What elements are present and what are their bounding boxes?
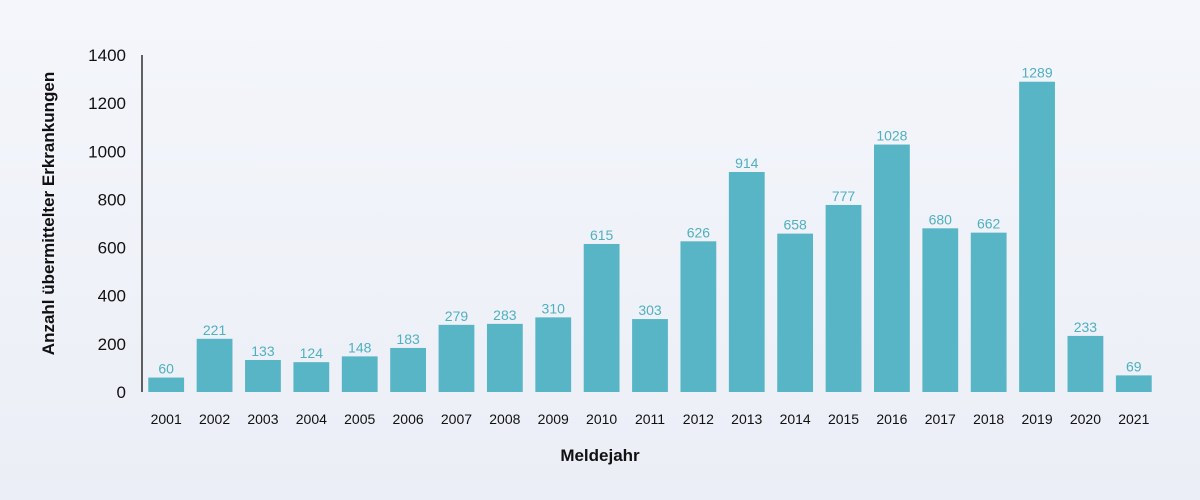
y-tick-label: 800 [98,190,126,209]
x-tick-label: 2008 [489,411,520,427]
data-labels-group: 60 221 133 124 148 183 279 283 310 615 303 626 914 65… [158,65,1141,377]
data-label: 303 [638,302,662,318]
data-label: 662 [977,216,1001,232]
data-label: 279 [445,308,469,324]
x-tick-label: 2015 [828,411,859,427]
y-tick-label: 1000 [88,142,126,161]
bar [1019,81,1055,392]
x-tick-label: 2021 [1118,411,1149,427]
data-label: 133 [251,343,275,359]
data-label: 60 [158,361,174,377]
bar [632,319,668,392]
x-axis-ticks: 2001 2002 2003 2004 2005 2006 2007 2008 2009 2010… [151,411,1150,427]
x-tick-label: 2007 [441,411,472,427]
data-label: 777 [832,188,856,204]
x-tick-label: 2011 [635,411,665,427]
bar [1067,335,1104,392]
y-tick-label: 1200 [88,94,126,113]
data-label: 1289 [1021,65,1052,81]
bar [970,232,1007,392]
bar [1115,375,1152,392]
bar [148,377,185,392]
data-label: 626 [687,224,711,240]
data-label: 233 [1074,319,1098,335]
data-label: 615 [590,227,614,243]
data-label: 148 [348,339,372,355]
x-tick-label: 2020 [1070,411,1101,427]
bar [438,324,475,392]
y-tick-label: 1400 [88,46,126,65]
data-label: 69 [1126,358,1142,374]
x-tick-label: 2009 [538,411,569,427]
bar [245,359,281,392]
y-tick-label: 200 [98,335,126,354]
y-axis-ticks: 0 200 400 600 800 1000 1200 1400 [88,46,126,402]
bar [874,144,910,392]
bar [922,228,959,392]
x-tick-label: 2001 [151,411,182,427]
data-label: 183 [396,331,420,347]
bar [535,317,572,392]
data-label: 1028 [876,128,907,144]
bar [680,241,717,392]
data-label: 658 [783,217,807,233]
x-tick-label: 2004 [296,411,327,427]
bar [583,243,620,392]
data-label: 283 [493,307,517,323]
x-tick-label: 2017 [925,411,956,427]
x-tick-label: 2013 [731,411,762,427]
x-tick-label: 2006 [393,411,424,427]
x-tick-label: 2003 [247,411,278,427]
x-tick-label: 2010 [586,411,617,427]
y-tick-label: 400 [98,287,126,306]
x-tick-label: 2012 [683,411,714,427]
x-tick-label: 2019 [1021,411,1052,427]
bar [196,338,233,392]
x-tick-label: 2005 [344,411,375,427]
bar [341,356,378,392]
bar [825,204,862,392]
data-label: 124 [300,345,324,361]
x-tick-label: 2018 [973,411,1004,427]
y-axis-title: Anzahl übermittelter Erkrankungen [39,72,58,355]
data-label: 914 [735,155,759,171]
x-tick-label: 2002 [199,411,230,427]
bar [777,233,814,392]
x-tick-label: 2014 [780,411,811,427]
bar [293,362,330,392]
bars-group [148,81,1152,392]
x-tick-label: 2016 [876,411,907,427]
x-axis-title: Meldejahr [560,446,640,465]
data-label: 680 [929,211,953,227]
y-tick-label: 600 [98,239,126,258]
bar [728,171,765,392]
bar [486,323,523,392]
data-label: 221 [203,322,227,338]
y-tick-label: 0 [117,383,126,402]
data-label: 310 [542,300,566,316]
bar [390,347,426,392]
